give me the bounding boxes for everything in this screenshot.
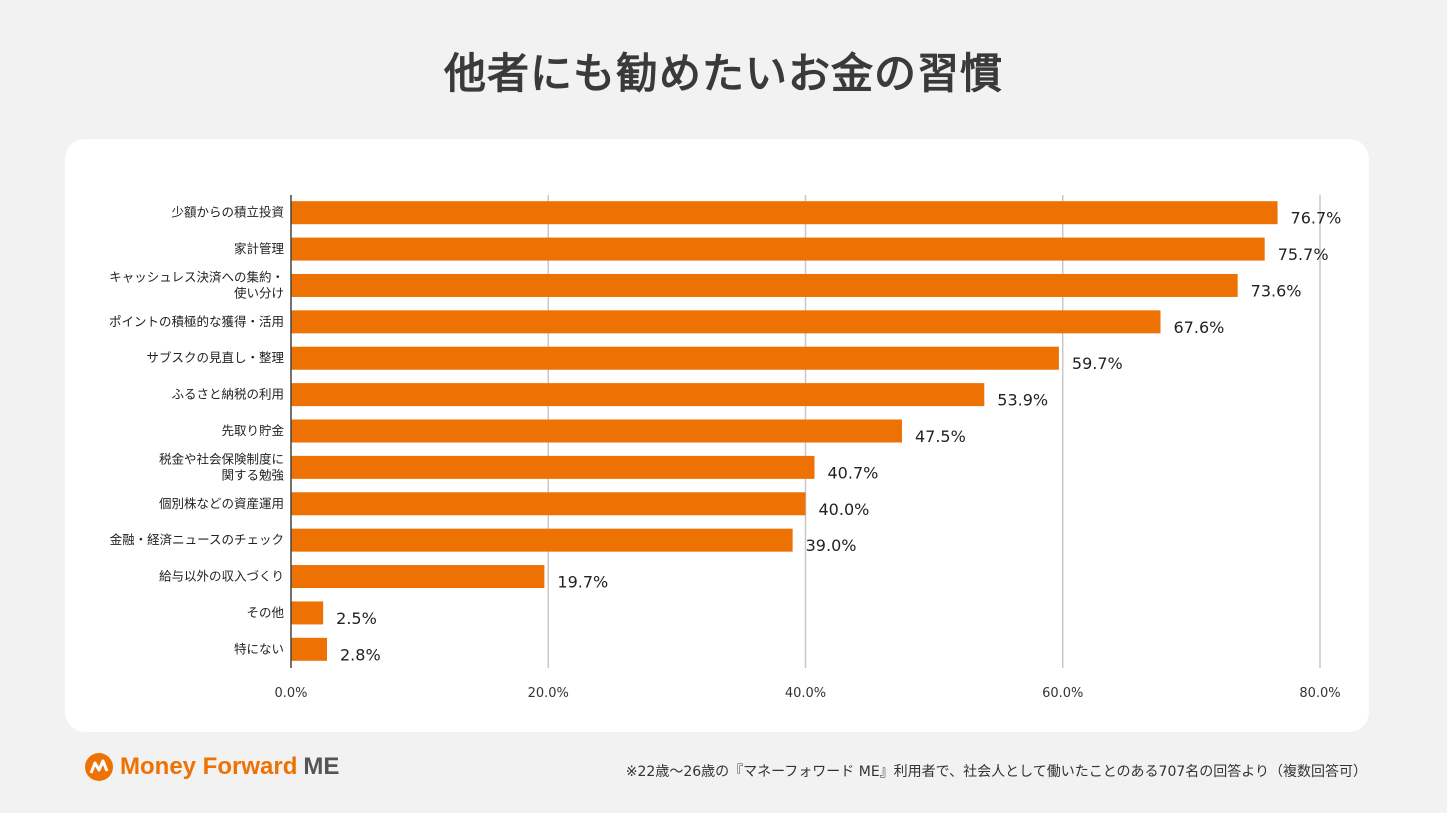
data-label: 2.8%: [340, 645, 381, 664]
bar: [291, 637, 328, 661]
category-label: キャッシュレス決済への集約・使い分け: [109, 269, 284, 300]
x-tick-label: 60.0%: [1042, 686, 1083, 701]
category-label: 給与以外の収入づくり: [159, 569, 284, 584]
bar: [291, 492, 806, 516]
category-label: 少額からの積立投資: [171, 205, 284, 220]
x-tick-label: 20.0%: [528, 686, 569, 701]
logo-suffix: ME: [303, 753, 340, 780]
bar: [291, 419, 902, 443]
bar: [291, 346, 1059, 370]
category-label: その他: [246, 605, 284, 620]
bar: [291, 201, 1278, 225]
data-label: 67.6%: [1174, 318, 1225, 337]
category-label: 家計管理: [234, 241, 285, 256]
money-forward-logo-icon: [85, 753, 113, 781]
bar: [291, 455, 815, 479]
bar: [291, 273, 1238, 297]
category-label: 特にない: [234, 641, 284, 656]
x-tick-label: 80.0%: [1299, 686, 1340, 701]
x-tick-label: 0.0%: [274, 686, 307, 701]
page-title: 他者にも勧めたいお金の習慣: [443, 49, 1003, 98]
category-label: 先取り貯金: [221, 423, 284, 438]
category-label: 税金や社会保険制度に関する勉強: [159, 451, 285, 482]
data-label: 39.0%: [806, 536, 857, 555]
category-label: ふるさと納税の利用: [171, 387, 284, 402]
bar: [291, 310, 1161, 334]
bar: [291, 237, 1265, 261]
data-label: 40.7%: [828, 463, 879, 482]
footnote: ※22歳〜26歳の『マネーフォワード ME』利用者で、社会人として働いたことのあ…: [625, 764, 1367, 780]
data-label: 73.6%: [1251, 281, 1302, 300]
bar: [291, 601, 324, 625]
data-label: 47.5%: [915, 427, 966, 446]
data-label: 75.7%: [1278, 245, 1329, 264]
data-label: 76.7%: [1291, 209, 1342, 228]
bar: [291, 528, 793, 552]
category-label: ポイントの積極的な獲得・活用: [109, 314, 284, 329]
category-label: サブスクの見直し・整理: [146, 350, 284, 365]
bar: [291, 565, 545, 589]
data-label: 2.5%: [336, 609, 377, 628]
category-label: 個別株などの資産運用: [159, 496, 284, 511]
category-label: 金融・経済ニュースのチェック: [110, 532, 284, 547]
data-label: 19.7%: [557, 573, 608, 592]
bar: [291, 383, 985, 407]
data-label: 40.0%: [819, 500, 870, 519]
logo: Money Forward ME: [84, 752, 339, 782]
x-tick-label: 40.0%: [785, 686, 826, 701]
data-label: 53.9%: [997, 391, 1048, 410]
data-label: 59.7%: [1072, 354, 1123, 373]
logo-brand: Money Forward: [120, 753, 298, 780]
